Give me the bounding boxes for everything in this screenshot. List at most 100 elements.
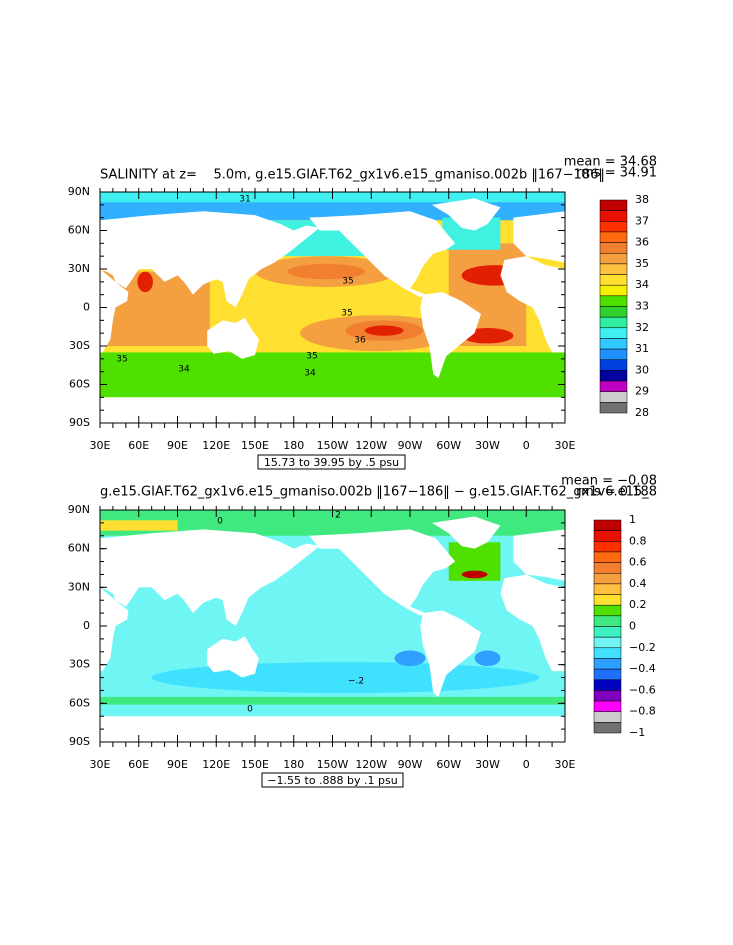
colorbar-box bbox=[593, 658, 622, 670]
contour-label: 35 bbox=[341, 309, 352, 319]
lat-label: 30N bbox=[68, 262, 90, 275]
contour-label: 0 bbox=[247, 705, 253, 715]
colorbar-label: 28 bbox=[635, 406, 649, 419]
colorbar-box bbox=[593, 700, 622, 712]
lon-label: 90E bbox=[167, 439, 188, 452]
colorbar-box bbox=[593, 541, 622, 553]
colorbar-box bbox=[599, 199, 628, 211]
lat-label: 90S bbox=[69, 416, 90, 429]
lat-label: 30S bbox=[69, 339, 90, 352]
lon-label: 150W bbox=[317, 439, 349, 452]
contour-label: −.2 bbox=[348, 677, 364, 687]
colorbar-label: 35 bbox=[635, 257, 649, 270]
colorbar-box bbox=[599, 242, 628, 254]
lon-label: 120W bbox=[355, 439, 387, 452]
colorbar-box bbox=[599, 380, 628, 392]
lon-label: 60W bbox=[436, 758, 461, 771]
colorbar-box bbox=[593, 604, 622, 617]
colorbar-label: 0.2 bbox=[629, 598, 647, 611]
lon-label: 0 bbox=[523, 758, 530, 771]
colorbar-label: 31 bbox=[635, 342, 649, 355]
colorbar-box bbox=[599, 391, 628, 403]
colorbar-label: −0.8 bbox=[629, 705, 656, 718]
colorbar-label: −1 bbox=[629, 726, 645, 739]
colorbar-label: 0.8 bbox=[629, 534, 647, 547]
lon-label: 150E bbox=[241, 439, 269, 452]
colorbar-box bbox=[599, 306, 628, 318]
colorbar-box bbox=[593, 530, 622, 542]
rms-label: rms = 34.91 bbox=[576, 166, 657, 181]
colorbar-box bbox=[599, 316, 628, 329]
contour-label: 35 bbox=[116, 355, 127, 365]
range-note: 15.73 to 39.95 by .5 psu bbox=[264, 456, 399, 469]
contour-label: 2 bbox=[335, 511, 341, 521]
range-box bbox=[261, 772, 404, 788]
colorbar-box bbox=[599, 338, 628, 350]
lat-label: 90N bbox=[68, 185, 90, 198]
colorbar-box bbox=[593, 668, 622, 680]
lon-label: 90W bbox=[398, 758, 423, 771]
colorbar-box bbox=[593, 519, 622, 531]
lat-label: 30S bbox=[69, 658, 90, 671]
colorbar-box bbox=[599, 348, 628, 361]
lat-label: 60N bbox=[68, 542, 90, 555]
salinity-map bbox=[100, 192, 566, 423]
lon-label: 30W bbox=[475, 439, 500, 452]
colorbar-box bbox=[599, 402, 628, 414]
contour-label: 0 bbox=[217, 517, 223, 527]
lat-label: 0 bbox=[83, 301, 90, 314]
lon-label: 60E bbox=[128, 439, 149, 452]
lon-label: 30E bbox=[555, 439, 576, 452]
lon-label: 180 bbox=[283, 758, 304, 771]
colorbar-label: 37 bbox=[635, 214, 649, 227]
colorbar-box bbox=[593, 583, 622, 595]
colorbar-box bbox=[599, 253, 628, 265]
colorbar-label: 36 bbox=[635, 236, 649, 249]
colorbar-box bbox=[593, 551, 622, 563]
contour-label: 34 bbox=[304, 369, 316, 379]
contour-label: 36 bbox=[354, 336, 366, 346]
colorbar-box bbox=[599, 231, 628, 243]
colorbar-box bbox=[599, 210, 628, 222]
colorbar-box bbox=[599, 327, 628, 339]
colorbar-label: 0.6 bbox=[629, 556, 647, 569]
colorbar-box bbox=[599, 359, 628, 371]
colorbar-box bbox=[593, 647, 622, 659]
lon-label: 150E bbox=[241, 758, 269, 771]
lon-label: 180 bbox=[283, 439, 304, 452]
lon-label: 30E bbox=[555, 758, 576, 771]
colorbar-box bbox=[599, 274, 628, 286]
lat-label: 60S bbox=[69, 378, 90, 391]
colorbar-label: 29 bbox=[635, 385, 649, 398]
lon-label: 120E bbox=[202, 758, 230, 771]
colorbar-label: 32 bbox=[635, 321, 649, 334]
mean-label: mean = 34.68 bbox=[564, 155, 657, 170]
mean-label: mean = −0.08 bbox=[561, 474, 657, 489]
lon-label: 90W bbox=[398, 439, 423, 452]
colorbar-box bbox=[593, 722, 622, 734]
colorbar-box bbox=[593, 690, 622, 702]
panel-title: g.e15.GIAF.T62_gx1v6.e15_gmaniso.002b ‖1… bbox=[100, 485, 649, 500]
lon-label: 30E bbox=[90, 439, 111, 452]
contour-label: 34 bbox=[178, 365, 190, 375]
lon-label: 120E bbox=[202, 439, 230, 452]
colorbar-label: 34 bbox=[635, 278, 649, 291]
colorbar-box bbox=[593, 626, 622, 638]
colorbar-label: 30 bbox=[635, 363, 649, 376]
range-note: −1.55 to .888 by .1 psu bbox=[267, 774, 397, 787]
lat-label: 60N bbox=[68, 224, 90, 237]
lon-label: 90E bbox=[167, 758, 188, 771]
colorbar-box bbox=[593, 711, 622, 723]
colorbar-box bbox=[599, 295, 628, 307]
lon-label: 30W bbox=[475, 758, 500, 771]
contour-label: 35 bbox=[306, 352, 317, 362]
colorbar-label: −0.2 bbox=[629, 641, 656, 654]
colorbar-box bbox=[593, 679, 622, 691]
rms-label: rms = 0.188 bbox=[576, 485, 657, 500]
lat-label: 60S bbox=[69, 696, 90, 709]
colorbar-box bbox=[599, 370, 628, 382]
colorbar-box bbox=[599, 284, 628, 297]
range-box bbox=[257, 454, 406, 470]
difference-map bbox=[100, 510, 566, 743]
